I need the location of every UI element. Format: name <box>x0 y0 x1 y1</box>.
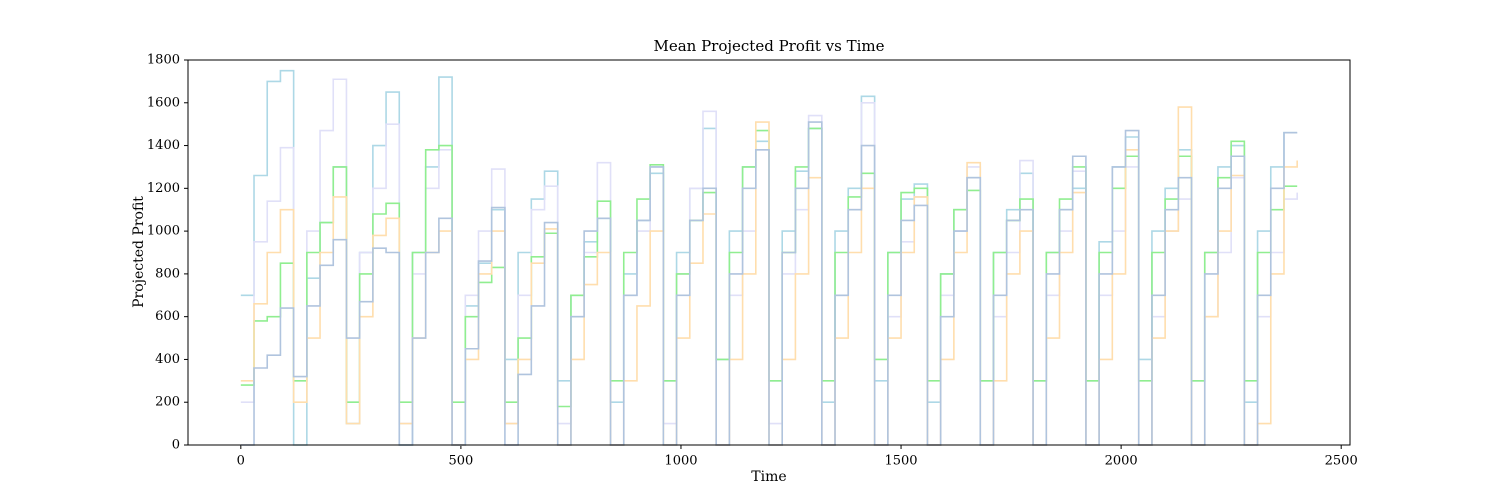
y-tick-label: 1200 <box>147 181 180 196</box>
y-tick-label: 1400 <box>147 138 180 153</box>
y-tick-label: 1000 <box>147 224 180 239</box>
y-tick-label: 800 <box>155 266 180 281</box>
x-tick-label: 1500 <box>884 454 917 469</box>
plot-frame <box>187 59 1351 446</box>
x-tick-label: 0 <box>237 454 245 469</box>
x-tick-label: 500 <box>448 454 473 469</box>
x-axis-label: Time <box>751 469 786 485</box>
x-tick-label: 2000 <box>1105 454 1138 469</box>
y-tick-label: 400 <box>155 352 180 367</box>
y-axis-label: Projected Profit <box>131 196 147 308</box>
series-line <box>240 121 1298 446</box>
x-tick-label: 2500 <box>1325 454 1358 469</box>
y-tick-label: 600 <box>155 309 180 324</box>
y-tick-label: 1600 <box>147 95 180 110</box>
y-tick-label: 200 <box>155 395 180 410</box>
x-tick-label: 1000 <box>664 454 697 469</box>
chart-title: Mean Projected Profit vs Time <box>653 37 884 55</box>
y-tick-label: 0 <box>172 438 180 453</box>
y-tick-label: 1800 <box>147 53 180 68</box>
